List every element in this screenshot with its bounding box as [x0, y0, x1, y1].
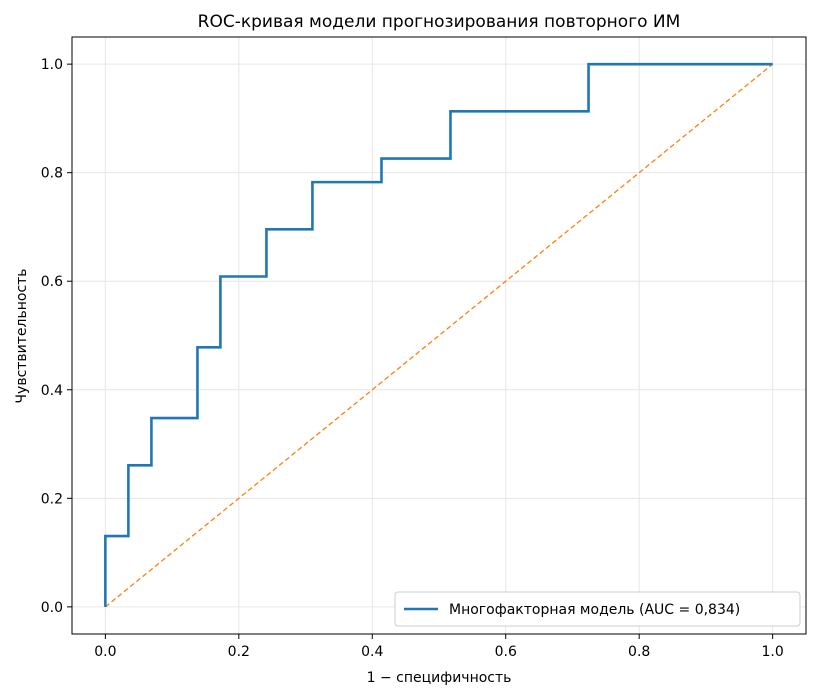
grid [72, 37, 806, 634]
y-tick-label-2: 0.4 [41, 383, 63, 399]
x-tick-label-0: 0.0 [94, 644, 116, 660]
x-tick-label-2: 0.4 [361, 644, 383, 660]
chance-diagonal-line [104, 63, 774, 608]
y-tick-label-0: 0.0 [41, 600, 63, 616]
legend: Многофакторная модель (AUC = 0,834) [394, 591, 801, 627]
y-axis-label: Чувствительность [14, 268, 30, 403]
y-tick-label-3: 0.6 [41, 274, 63, 290]
y-tick-label-5: 1.0 [41, 57, 63, 73]
x-tick-label-5: 1.0 [762, 644, 784, 660]
series-layer [104, 62, 774, 608]
legend-box [394, 591, 801, 627]
x-tick-label-4: 0.8 [628, 644, 650, 660]
x-axis-label: 1 − специфичность [367, 670, 512, 686]
y-tick-label-4: 0.8 [41, 166, 63, 182]
x-tick-label-3: 0.6 [495, 644, 517, 660]
plot-frame [71, 36, 807, 635]
y-tick-label-1: 0.2 [41, 491, 63, 507]
x-tick-label-1: 0.2 [228, 644, 250, 660]
legend-label-model: Многофакторная модель (AUC = 0,834) [449, 602, 740, 618]
chart-title: ROC-кривая модели прогнозирования повтор… [198, 12, 681, 32]
roc-curve-line [104, 62, 773, 607]
ticks: 0.0 0.2 0.4 0.6 0.8 1.0 0.0 0.2 0.4 0.6 0.8 1.0 [41, 57, 784, 660]
